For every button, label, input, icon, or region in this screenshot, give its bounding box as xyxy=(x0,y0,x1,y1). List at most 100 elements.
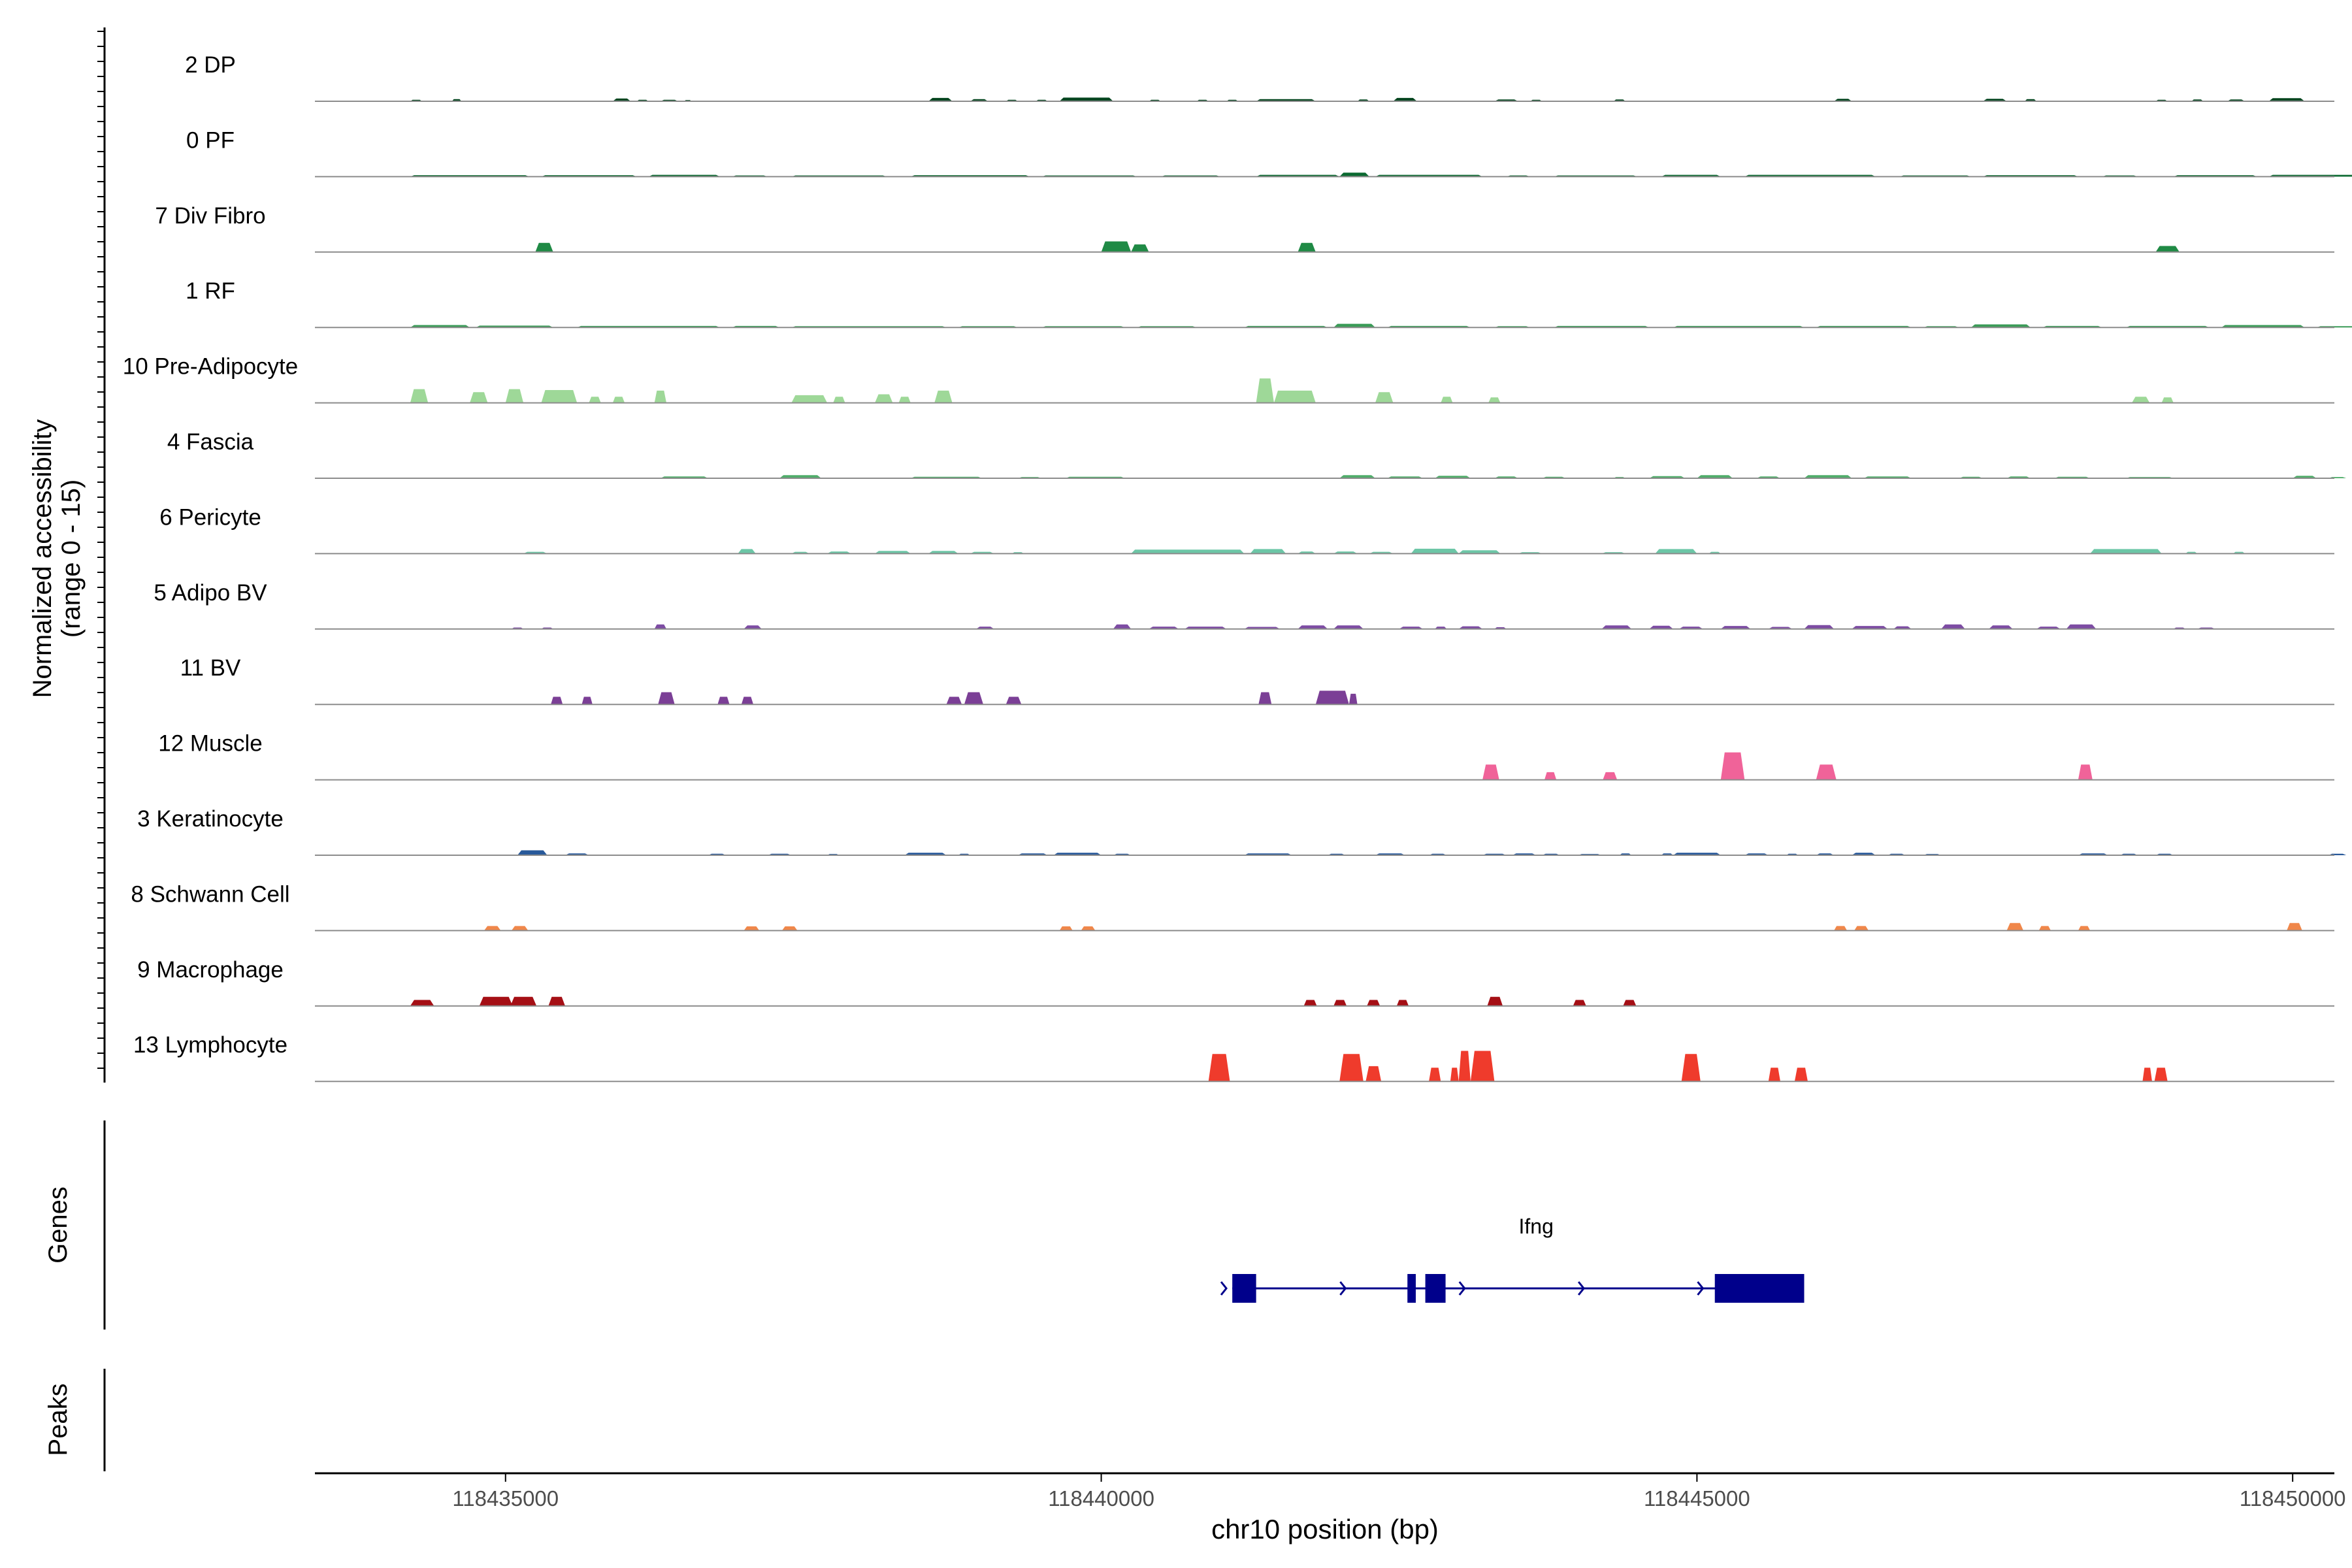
coverage-peak xyxy=(517,850,547,855)
track: 12 Muscle xyxy=(158,731,2334,781)
coverage-peak xyxy=(738,549,756,554)
coverage-peak xyxy=(1429,1068,1441,1082)
track: 9 Macrophage xyxy=(137,957,2334,1007)
coverage-peak xyxy=(1544,772,1557,780)
coverage-peak xyxy=(1303,1000,1317,1006)
coverage-peak xyxy=(1458,626,1483,629)
coverage-peak xyxy=(1333,323,1375,328)
gene-model xyxy=(1220,1274,1805,1303)
coverage-peak xyxy=(2268,98,2305,101)
coverage-peak xyxy=(1274,390,1316,403)
coverage-peak xyxy=(1131,244,1149,252)
x-axis-ticks: 118435000 118440000 118445000 118450000 xyxy=(452,1473,2346,1511)
coverage-peak xyxy=(1854,926,1869,931)
coverage-peak xyxy=(833,397,845,403)
coverage-peak xyxy=(1113,624,1132,629)
coverage-peak xyxy=(1339,172,1369,177)
coverage-peak xyxy=(928,97,953,101)
coverage-peak xyxy=(1131,549,1245,554)
coverage-peak xyxy=(1655,549,1697,554)
coverage-peak xyxy=(779,475,821,478)
coverage-peak xyxy=(741,696,754,705)
coverage-peak xyxy=(1298,242,1316,252)
coverage-peak xyxy=(1681,1054,1701,1082)
coverage-peak xyxy=(1970,324,2031,328)
coverage-peak xyxy=(1101,241,1132,252)
coverage-peak xyxy=(1720,626,1751,629)
coverage-peak xyxy=(743,926,760,931)
coverage-peak xyxy=(581,696,593,705)
coverage-peak xyxy=(1804,475,1852,478)
y-axis-ticks xyxy=(97,31,105,1069)
coverage-peak xyxy=(2038,926,2051,931)
coverage-peak xyxy=(1393,97,1417,101)
coverage-peak xyxy=(1804,625,1835,629)
coverage-peak xyxy=(1794,1068,1808,1082)
track-label: 1 RF xyxy=(186,278,235,304)
track: 11 BV xyxy=(180,655,2334,706)
track-label: 5 Adipo BV xyxy=(154,580,267,606)
coverage-peak xyxy=(1720,752,1745,780)
track-label: 12 Muscle xyxy=(158,731,263,757)
gene-exon xyxy=(1425,1274,1446,1303)
coverage-peak xyxy=(946,696,962,705)
coverage-peak xyxy=(2090,549,2162,554)
coverage-peak xyxy=(934,390,953,403)
coverage-peak xyxy=(1298,625,1328,629)
coverage-peak xyxy=(2155,246,2180,252)
track-label: 0 PF xyxy=(186,127,235,153)
coverage-peak xyxy=(484,926,501,931)
coverage-peak xyxy=(612,397,625,403)
gene-exon xyxy=(1714,1274,1805,1303)
coverage-peak xyxy=(551,696,563,705)
track-label: 13 Lymphocyte xyxy=(133,1032,287,1058)
coverage-peak xyxy=(898,397,911,403)
coverage-peak xyxy=(589,397,601,403)
coverage-peak xyxy=(1059,97,1113,101)
track: 4 Fascia xyxy=(167,429,2347,479)
coverage-peak xyxy=(548,996,565,1006)
peaks-panel-label: Peaks xyxy=(44,1383,73,1456)
coverage-peak xyxy=(1365,1066,1382,1082)
x-axis-label: chr10 position (bp) xyxy=(1211,1514,1439,1544)
coverage-peak xyxy=(1649,625,1673,629)
coverage-peak xyxy=(479,996,513,1006)
track-label: 11 BV xyxy=(180,655,241,681)
coverage-peak xyxy=(1208,1054,1230,1082)
coverage-peak xyxy=(1852,626,1888,629)
y-axis-label-line1: Normalized accessibility xyxy=(28,419,57,698)
coverage-peak xyxy=(1258,692,1272,705)
track-label: 3 Keratinocyte xyxy=(137,806,284,832)
coverage-peak xyxy=(1697,475,1733,478)
coverage-peak xyxy=(1005,696,1022,705)
coverage-peak xyxy=(1367,1000,1380,1006)
coverage-panel: Normalized accessibility (range 0 - 15) … xyxy=(28,27,2352,1083)
track: 1 RF xyxy=(186,278,2352,329)
coverage-peak xyxy=(1941,624,1965,629)
strand-arrow xyxy=(1697,1281,1705,1296)
coverage-peak xyxy=(1250,549,1286,554)
track-label: 8 Schwann Cell xyxy=(131,881,289,907)
coverage-peak xyxy=(875,394,893,403)
coverage-peak xyxy=(2142,1068,2152,1082)
track: 8 Schwann Cell xyxy=(131,881,2334,932)
coverage-peak xyxy=(1458,550,1501,554)
coverage-peak xyxy=(410,1000,434,1006)
coverage-peak xyxy=(2161,397,2174,403)
coverage-peak xyxy=(658,692,675,705)
coverage-peak xyxy=(1816,764,1837,780)
track-label: 2 DP xyxy=(185,52,236,78)
coverage-peak xyxy=(2066,624,2097,629)
coverage-peak xyxy=(928,551,958,554)
coverage-peak xyxy=(1315,691,1349,705)
coverage-peak xyxy=(511,926,529,931)
coverage-peak xyxy=(510,996,537,1006)
gene-name-label: Ifng xyxy=(1519,1215,1554,1238)
coverage-peak xyxy=(1256,378,1274,403)
coverage-peak xyxy=(717,696,730,705)
coverage-peak xyxy=(1396,1000,1409,1006)
coverage-peak xyxy=(1411,548,1459,554)
coverage-peak xyxy=(2287,923,2302,931)
genes-panel: Genes Ifng xyxy=(44,1120,1805,1330)
coverage-peak xyxy=(1573,1000,1586,1006)
